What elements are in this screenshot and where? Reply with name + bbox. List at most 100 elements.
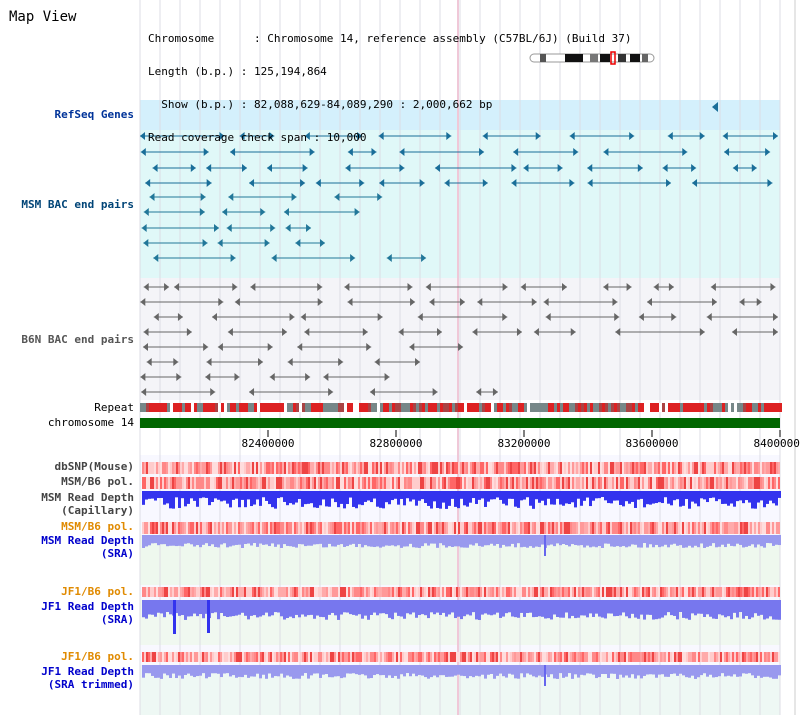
track-label-msm-depth-sra[interactable]: MSM Read Depth (41, 534, 134, 547)
msm-depth-cap-bar (721, 491, 724, 504)
msm-pol-2-heat (606, 522, 608, 534)
refseq-gene-marker (399, 164, 405, 172)
msm-depth-cap-bar (496, 491, 499, 498)
msm-depth-sra-bar (493, 535, 496, 546)
dbsnp-heat (248, 462, 250, 474)
jf1-pol-2-heat (198, 652, 200, 662)
msm-pol-heat (574, 477, 576, 489)
jf1-pol-heat (182, 587, 184, 597)
dbsnp-heat (310, 462, 312, 474)
jf1-depth-bar (616, 600, 619, 616)
jf1-trim-bar (547, 665, 550, 678)
msm-depth-cap-bar (148, 491, 151, 499)
dbsnp-heat (254, 462, 256, 474)
jf1-pol-heat (384, 587, 386, 597)
repeat-segment (584, 403, 587, 412)
jf1-trim-bar (556, 665, 559, 679)
jf1-pol-heat (368, 587, 370, 597)
dbsnp-heat (328, 462, 330, 474)
jf1-pol-2-heat (422, 652, 424, 662)
repeat-segment (344, 403, 347, 412)
jf1-pol-2-heat (708, 652, 710, 662)
jf1-pol-heat (360, 587, 362, 597)
msm-depth-sra-bar (724, 535, 727, 548)
jf1-depth-bar (439, 600, 442, 616)
refseq-gene-marker (140, 148, 146, 156)
jf1-pol-2-heat (162, 652, 164, 662)
jf1-depth-bar (538, 600, 541, 617)
msm-pol-2-heat (758, 522, 760, 534)
track-label-chromosome[interactable]: chromosome 14 (47, 416, 134, 429)
msm-pol-2-heat (580, 522, 582, 534)
msm-pol-2-heat (566, 522, 568, 534)
track-label-jf1-trim[interactable]: JF1 Read Depth (41, 665, 134, 678)
dbsnp-heat (154, 462, 156, 474)
track-label-jf1-pol-2[interactable]: JF1/B6 pol. (61, 650, 134, 663)
msm-pol-2-heat (766, 522, 768, 534)
msm-pol-2-heat (162, 522, 164, 534)
jf1-pol-2-heat (376, 652, 378, 662)
repeat-segment (245, 403, 248, 412)
jf1-trim-bar (166, 665, 169, 676)
jf1-pol-heat (468, 587, 470, 597)
msm-pol-2-heat (142, 522, 144, 534)
track-label-dbsnp[interactable]: dbSNP(Mouse) (54, 460, 134, 473)
jf1-pol-heat (658, 587, 660, 597)
track-label-msm-depth-cap[interactable]: MSM Read Depth (41, 491, 134, 504)
msm-pol-heat (548, 477, 550, 489)
msm-pol-2-heat (174, 522, 176, 534)
jf1-pol-heat (568, 587, 570, 597)
msm-pol-heat (426, 477, 428, 489)
msm-depth-sra-bar (184, 535, 187, 544)
refseq-gene-marker (482, 132, 488, 140)
jf1-trim-bar (733, 665, 736, 675)
msm-pol-heat (524, 477, 526, 489)
jf1-pol-heat (746, 587, 748, 597)
dbsnp-heat (760, 462, 762, 474)
msm-bac-pair-marker (270, 224, 276, 232)
jf1-trim-bar (592, 665, 595, 675)
msm-pol-2-heat (492, 522, 494, 534)
jf1-depth-bar (568, 600, 571, 619)
msm-depth-cap-bar (643, 491, 646, 508)
refseq-gene-marker (230, 148, 236, 156)
track-label-repeat[interactable]: Repeat (94, 401, 134, 414)
b6n-bac-pair-marker (561, 283, 567, 291)
dbsnp-heat (142, 462, 144, 474)
jf1-pol-2-heat (476, 652, 478, 662)
jf1-pol-2-heat (646, 652, 648, 662)
msm-depth-sra-bar (616, 535, 619, 547)
track-label-msm-pol-2[interactable]: MSM/B6 pol. (61, 520, 134, 533)
jf1-trim-bar (277, 665, 280, 677)
msm-pol-2-heat (304, 522, 306, 534)
msm-depth-sra-bar (364, 535, 367, 546)
track-label-jf1-pol[interactable]: JF1/B6 pol. (61, 585, 134, 598)
msm-depth-cap-bar (628, 491, 631, 504)
jf1-pol-heat (306, 587, 308, 597)
track-label-refseq[interactable]: RefSeq Genes (54, 108, 134, 121)
jf1-pol-2-heat (448, 652, 450, 662)
repeat-segment (413, 403, 416, 412)
jf1-pol-2-heat (610, 652, 612, 662)
track-label-b6n-bac[interactable]: B6N BAC end pairs (21, 333, 134, 346)
track-label-msm-bac[interactable]: MSM BAC end pairs (21, 198, 134, 211)
msm-pol-heat (346, 477, 348, 489)
msm-depth-cap-bar (484, 491, 487, 507)
jf1-pol-heat (398, 587, 400, 597)
track-label-msm-pol[interactable]: MSM/B6 pol. (61, 475, 134, 488)
jf1-trim-bar (217, 665, 220, 674)
dbsnp-heat (462, 462, 464, 474)
jf1-trim-bar (517, 665, 520, 679)
jf1-pol-2-heat (514, 652, 516, 662)
track-label-jf1-depth[interactable]: JF1 Read Depth (41, 600, 134, 613)
dbsnp-heat (238, 462, 240, 474)
msm-pol-heat (644, 477, 646, 489)
repeat-segment (683, 403, 686, 412)
jf1-pol-heat (724, 587, 726, 597)
jf1-depth-bar (757, 600, 760, 616)
jf1-trim-bar (538, 665, 541, 676)
jf1-pol-heat (362, 587, 364, 597)
jf1-pol-2-heat (230, 652, 232, 662)
repeat-segment (599, 403, 602, 412)
